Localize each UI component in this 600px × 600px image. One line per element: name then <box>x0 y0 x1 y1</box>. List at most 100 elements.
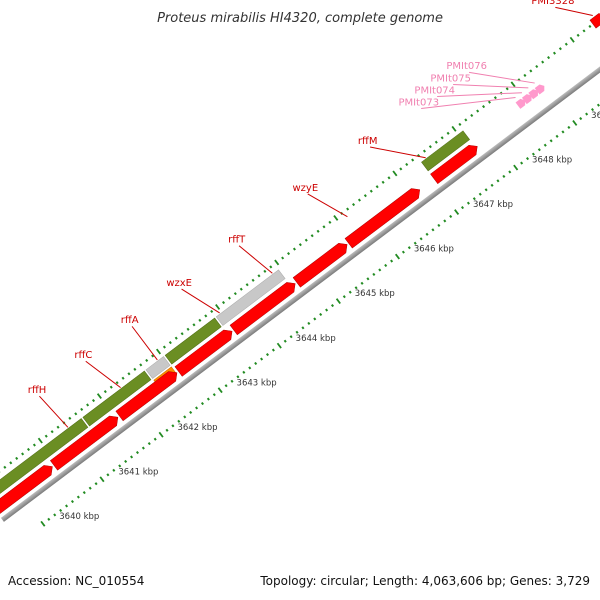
scale-label: 3648 kbp <box>532 156 572 166</box>
cog-feature-1[interactable] <box>0 418 89 503</box>
major-tick <box>155 348 162 355</box>
gene-label-rfft[interactable]: rffT <box>228 235 246 246</box>
minor-tick <box>263 269 267 273</box>
minor-tick <box>434 140 438 144</box>
minor-tick <box>210 309 214 314</box>
minor-tick <box>567 125 571 129</box>
gene-label-pmit076[interactable]: PMIt076 <box>446 61 487 72</box>
scale-label: 3642 kbp <box>177 423 217 433</box>
minor-tick <box>295 330 299 334</box>
minor-tick <box>186 327 190 331</box>
minor-tick <box>460 206 465 210</box>
minor-tick <box>502 174 506 178</box>
trna-track <box>515 83 547 109</box>
minor-tick <box>26 447 31 452</box>
minor-tick <box>195 406 199 410</box>
minor-tick <box>292 247 296 251</box>
minor-tick <box>466 201 470 205</box>
cog-feature-4[interactable] <box>164 317 222 365</box>
gene-arrow-1[interactable] <box>0 462 56 516</box>
minor-tick <box>440 136 444 140</box>
gene-label-pmit074[interactable]: PMIt074 <box>414 85 455 96</box>
gene-arrow-3[interactable] <box>115 368 181 422</box>
cog-feature-5[interactable] <box>215 269 286 326</box>
trna-arrow-3[interactable] <box>528 87 540 100</box>
major-tick <box>394 253 401 260</box>
gene-label-pmi3328[interactable]: PMI3328 <box>531 0 574 7</box>
scale-label: 3644 kbp <box>296 334 336 344</box>
cog-feature-2[interactable] <box>82 370 152 427</box>
minor-tick <box>183 415 187 419</box>
scale-label: 3645 kbp <box>355 289 395 299</box>
minor-tick <box>561 130 565 134</box>
gene-label-wzye[interactable]: wzyE <box>293 183 319 194</box>
gene-label-rffa[interactable]: rffA <box>121 315 139 326</box>
minor-tick <box>147 442 151 446</box>
gene-arrow-5[interactable] <box>229 279 299 336</box>
minor-tick <box>109 385 113 389</box>
major-tick <box>335 298 341 305</box>
minor-tick <box>287 251 291 256</box>
major-tick <box>569 36 575 43</box>
map-title: Proteus mirabilis HI4320, complete genom… <box>157 11 443 26</box>
minor-tick <box>9 461 13 465</box>
gene-label-rffh[interactable]: rffH <box>28 385 47 396</box>
minor-tick <box>239 287 243 291</box>
minor-tick <box>476 109 480 113</box>
cog-feature-6[interactable] <box>421 130 470 172</box>
minor-tick <box>47 517 51 521</box>
trna-arrow-1[interactable] <box>515 97 528 109</box>
gene-arrow-pmi3328[interactable] <box>589 11 600 29</box>
gene-arrow-4[interactable] <box>174 326 236 377</box>
minor-tick <box>112 468 116 472</box>
minor-tick <box>478 192 482 196</box>
minor-tick <box>271 348 275 352</box>
gene-arrow-7[interactable] <box>344 185 423 249</box>
gene-label-pmit073[interactable]: PMIt073 <box>398 97 439 108</box>
minor-tick <box>472 197 476 201</box>
minor-tick <box>428 145 432 149</box>
cog-feature-3[interactable] <box>145 356 171 379</box>
minor-tick <box>192 323 196 327</box>
minor-tick <box>177 419 181 423</box>
minor-tick <box>32 443 36 447</box>
major-tick <box>217 387 223 394</box>
major-tick <box>96 393 102 399</box>
minor-tick <box>413 241 417 245</box>
minor-tick <box>591 108 595 112</box>
minor-tick <box>307 321 311 325</box>
minor-tick <box>531 152 535 156</box>
minor-tick <box>283 339 287 343</box>
major-tick <box>215 304 221 310</box>
minor-tick <box>135 450 139 455</box>
minor-tick <box>224 384 228 388</box>
minor-tick <box>53 513 57 517</box>
trna-arrow-2[interactable] <box>521 92 534 105</box>
major-tick <box>510 81 516 88</box>
scale-label: 3643 kbp <box>237 378 277 388</box>
major-tick <box>513 164 519 171</box>
minor-tick <box>200 401 204 406</box>
minor-tick <box>68 416 72 420</box>
minor-tick <box>322 225 326 229</box>
minor-tick <box>535 64 539 69</box>
gene-arrow-8[interactable] <box>430 142 481 185</box>
gene-label-pmit075[interactable]: PMIt075 <box>430 73 471 84</box>
minor-tick <box>94 482 98 486</box>
gene-label-rffc[interactable]: rffC <box>74 350 92 361</box>
minor-tick <box>470 113 474 118</box>
minor-tick <box>558 47 562 51</box>
gene-label-wzxe[interactable]: wzxE <box>166 278 192 289</box>
gene-arrow-6[interactable] <box>292 240 351 288</box>
minor-tick <box>281 256 285 260</box>
minor-tick <box>508 170 512 174</box>
gene-arrow-2[interactable] <box>50 412 121 471</box>
minor-tick <box>372 272 376 276</box>
minor-tick <box>316 229 320 233</box>
minor-tick <box>484 188 488 192</box>
label-leaders <box>39 6 593 428</box>
gene-label-rffm[interactable]: rffM <box>358 136 378 147</box>
minor-tick <box>348 290 352 294</box>
minor-tick <box>124 459 128 463</box>
trna-arrow-4[interactable] <box>534 83 547 95</box>
